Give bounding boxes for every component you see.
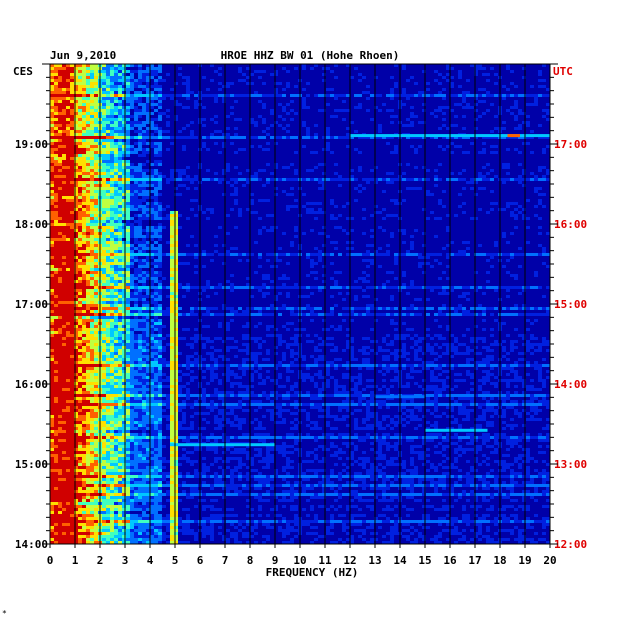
x-tick-label: 11 bbox=[318, 554, 332, 567]
narrowband-line-1510 bbox=[170, 443, 275, 447]
x-tick-label: 8 bbox=[247, 554, 254, 567]
frequency-grid bbox=[74, 64, 526, 544]
ces-tick-label: 18:00 bbox=[15, 218, 48, 231]
x-tick-label: 3 bbox=[122, 554, 129, 567]
utc-tick-label: 15:00 bbox=[554, 298, 587, 311]
x-tick-label: 15 bbox=[418, 554, 431, 567]
x-tick-label: 2 bbox=[97, 554, 104, 567]
x-tick-label: 16 bbox=[443, 554, 457, 567]
ces-tick-label: 19:00 bbox=[15, 138, 48, 151]
x-tick-label: 7 bbox=[222, 554, 229, 567]
x-tick-label: 9 bbox=[272, 554, 279, 567]
footer-mark: * bbox=[2, 609, 7, 618]
utc-tick-label: 16:00 bbox=[554, 218, 587, 231]
left-axis-label: CES bbox=[13, 65, 33, 78]
utc-tick-label: 17:00 bbox=[554, 138, 587, 151]
x-axis-label: FREQUENCY (HZ) bbox=[266, 566, 359, 579]
ces-tick-label: 16:00 bbox=[15, 378, 48, 391]
x-tick-label: 19 bbox=[518, 554, 531, 567]
x-tick-label: 10 bbox=[293, 554, 306, 567]
utc-tick-label: 13:00 bbox=[554, 458, 587, 471]
x-tick-label: 0 bbox=[47, 554, 54, 567]
x-tick-label: 12 bbox=[343, 554, 356, 567]
x-tick-label: 13 bbox=[368, 554, 381, 567]
chart-title: HROE HHZ BW 01 (Hohe Rhoen) bbox=[221, 49, 400, 62]
narrowband-hot-spot bbox=[507, 134, 520, 138]
utc-tick-label: 14:00 bbox=[554, 378, 587, 391]
ces-tick-label: 14:00 bbox=[15, 538, 48, 551]
utc-tick-label: 12:00 bbox=[554, 538, 587, 551]
x-tick-label: 18 bbox=[493, 554, 506, 567]
x-tick-label: 4 bbox=[147, 554, 154, 567]
x-tick-label: 14 bbox=[393, 554, 407, 567]
date-label: Jun 9,2010 bbox=[50, 49, 116, 62]
right-axis-label: UTC bbox=[553, 65, 573, 78]
x-tick-label: 17 bbox=[468, 554, 481, 567]
x-tick-label: 20 bbox=[543, 554, 556, 567]
ces-tick-label: 17:00 bbox=[15, 298, 48, 311]
x-tick-label: 5 bbox=[172, 554, 179, 567]
x-tick-label: 1 bbox=[72, 554, 79, 567]
ces-tick-label: 15:00 bbox=[15, 458, 48, 471]
x-tick-label: 6 bbox=[197, 554, 204, 567]
narrowband-line-1330 bbox=[425, 428, 488, 432]
